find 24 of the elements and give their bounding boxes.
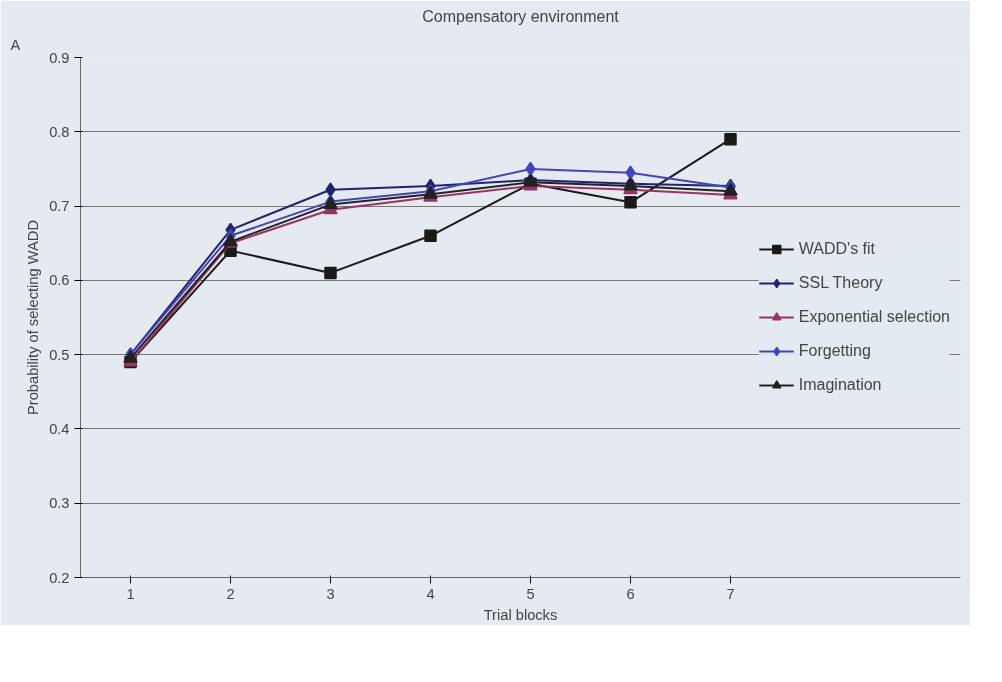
y-tick-label: 0.6 bbox=[49, 272, 70, 289]
x-tick-label: 4 bbox=[426, 585, 435, 602]
x-tick-label: 3 bbox=[326, 585, 335, 602]
y-tick-label: 0.3 bbox=[49, 495, 70, 512]
y-tick-label: 0.7 bbox=[49, 198, 70, 215]
x-tick-label: 7 bbox=[726, 585, 735, 602]
legend-label: SSL Theory bbox=[798, 274, 883, 292]
legend-label: Imagination bbox=[798, 376, 882, 394]
x-tick-label: 5 bbox=[526, 585, 535, 602]
x-axis-title: Trial blocks bbox=[483, 606, 558, 623]
legend-label: Forgetting bbox=[798, 342, 871, 360]
legend-label: Exponential selection bbox=[798, 308, 950, 326]
legend-label: WADD's fit bbox=[798, 240, 876, 258]
x-tick-label: 6 bbox=[626, 585, 635, 602]
text: A bbox=[10, 36, 21, 53]
x-tick-label: 1 bbox=[126, 585, 135, 602]
chart-title: Compensatory environment bbox=[422, 7, 620, 25]
y-tick-label: 0.5 bbox=[49, 346, 70, 363]
x-tick-label: 2 bbox=[226, 585, 235, 602]
y-tick-label: 0.9 bbox=[49, 49, 70, 66]
y-tick-label: 0.4 bbox=[49, 420, 70, 437]
y-tick-label: 0.8 bbox=[49, 123, 70, 140]
y-axis-title: Probability of selecting WADD bbox=[25, 220, 42, 415]
y-tick-label: 0.2 bbox=[49, 569, 70, 586]
